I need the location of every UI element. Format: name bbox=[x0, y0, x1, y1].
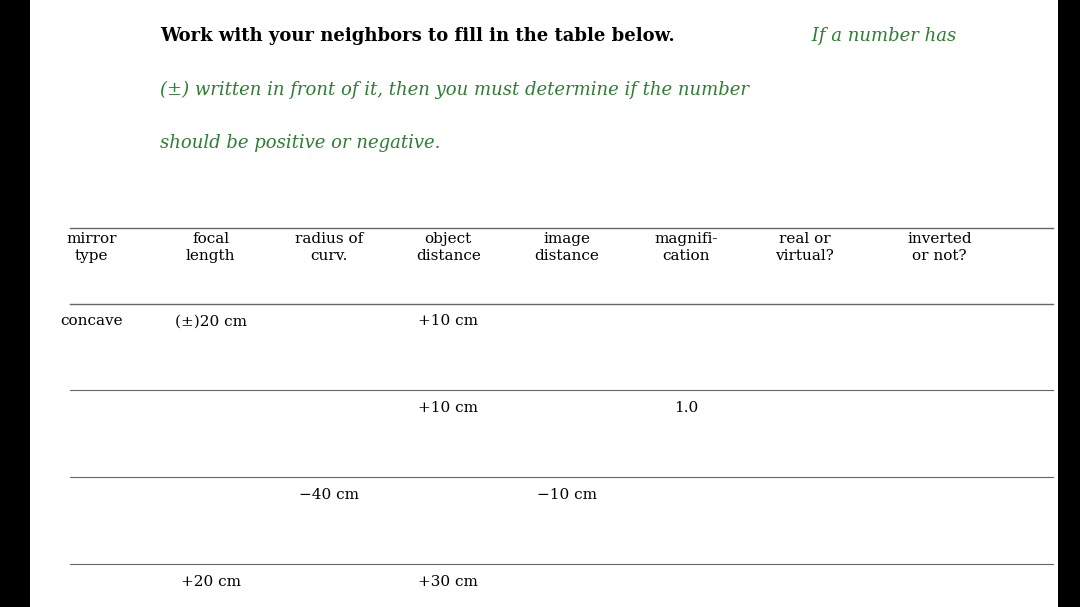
Text: (±)20 cm: (±)20 cm bbox=[175, 314, 246, 328]
Text: object
distance: object distance bbox=[416, 232, 481, 263]
Text: (±) written in front of it, then you must determine if the number: (±) written in front of it, then you mus… bbox=[160, 81, 748, 99]
Bar bbox=[1058, 0, 1080, 607]
Text: If a number has: If a number has bbox=[806, 27, 956, 46]
Text: real or
virtual?: real or virtual? bbox=[775, 232, 834, 263]
Text: magnifi-
cation: magnifi- cation bbox=[654, 232, 717, 263]
Text: +10 cm: +10 cm bbox=[418, 314, 478, 328]
Text: +30 cm: +30 cm bbox=[418, 575, 478, 589]
Bar bbox=[0, 0, 30, 607]
Text: concave: concave bbox=[60, 314, 123, 328]
Text: −40 cm: −40 cm bbox=[299, 488, 360, 502]
Text: 1.0: 1.0 bbox=[674, 401, 698, 415]
Text: +10 cm: +10 cm bbox=[418, 401, 478, 415]
Text: image
distance: image distance bbox=[535, 232, 599, 263]
Text: inverted
or not?: inverted or not? bbox=[907, 232, 972, 263]
Text: should be positive or negative.: should be positive or negative. bbox=[160, 134, 441, 152]
Text: focal
length: focal length bbox=[186, 232, 235, 263]
Text: radius of
curv.: radius of curv. bbox=[295, 232, 364, 263]
Text: −10 cm: −10 cm bbox=[537, 488, 597, 502]
Text: +20 cm: +20 cm bbox=[180, 575, 241, 589]
Text: Work with your neighbors to fill in the table below.: Work with your neighbors to fill in the … bbox=[160, 27, 675, 46]
Text: mirror
type: mirror type bbox=[67, 232, 117, 263]
